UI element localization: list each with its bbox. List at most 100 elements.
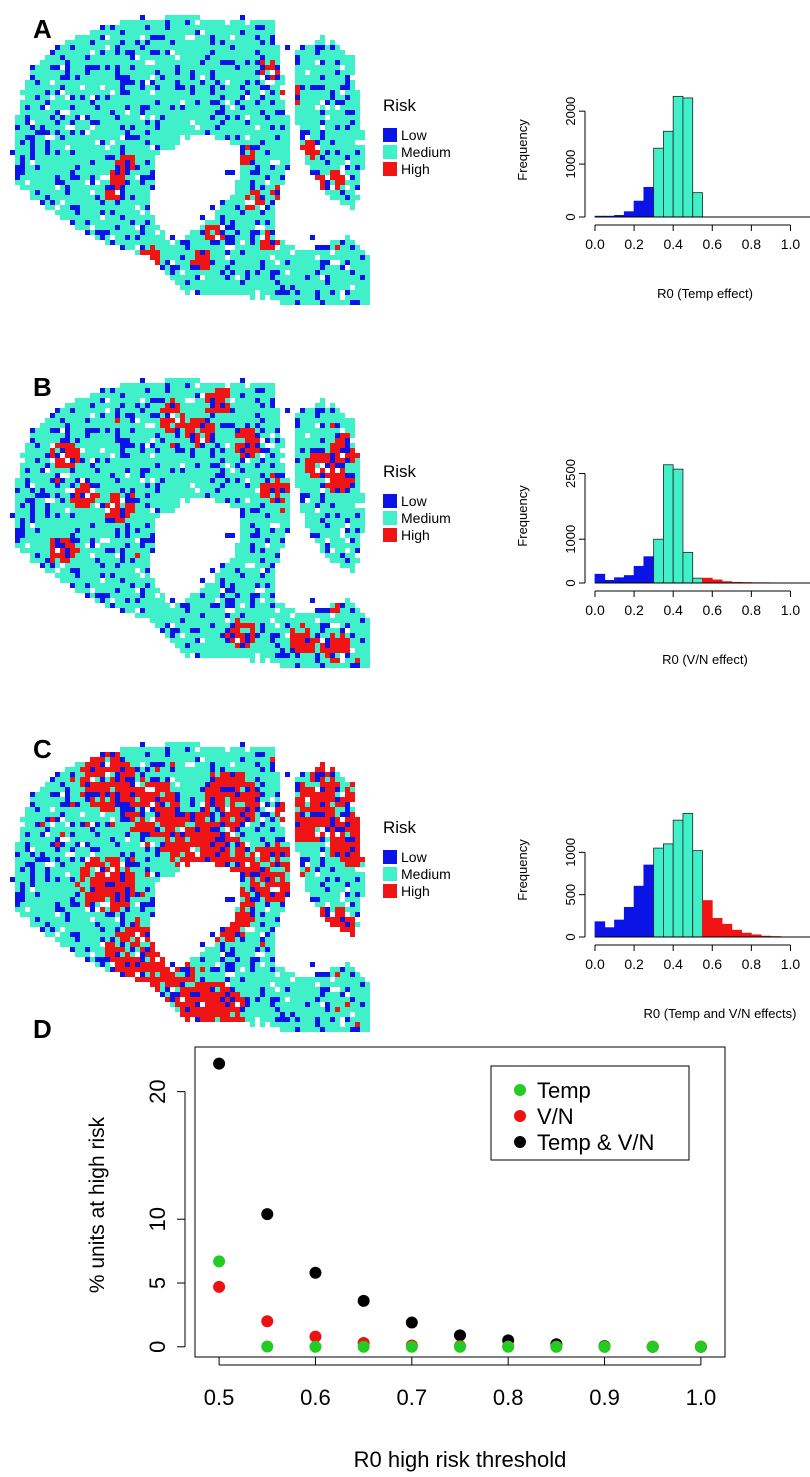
histogram-bar [594,573,606,584]
y-tick-label: 1000 [563,150,578,179]
data-point [261,1315,274,1328]
histogram-bar [623,211,635,218]
x-axis-label: R0 high risk threshold [354,1447,567,1472]
legend-item-high: High [383,526,451,543]
x-tick-label: 0.6 [703,956,723,972]
x-tick-label: 0.8 [742,602,762,618]
panel-label-a: A [33,14,52,44]
histogram-bar [604,927,615,938]
histogram-a: 0.0 0.2 0.4 0.6 0.8 1.0 0 1000 2000 Frequency R0 (… [515,95,810,301]
x-tick-label: 0.0 [585,956,605,972]
legend-item-medium: Medium [383,509,451,526]
legend-label-low: Low [401,492,427,509]
data-point [598,1340,611,1353]
histogram-bar [623,575,635,584]
y-axis-label: Frequency [515,119,530,181]
legend-item-high: High [383,882,451,899]
x-tick-label: 1.0 [781,602,801,618]
legend-label: Temp [537,1078,591,1103]
histogram-bar [653,847,664,938]
histogram-bar [614,919,625,938]
y-tick-label: 2500 [563,459,578,488]
data-point [309,1340,322,1353]
map-low-risk-cells [10,15,365,305]
legend-title: Risk [383,96,417,115]
legend-item-low: Low [383,848,451,865]
risk-map-c [10,742,370,1032]
data-point [694,1340,707,1353]
histogram-bar [741,932,752,938]
histogram-b: 0.0 0.2 0.4 0.6 0.8 1.0 0 1000 2500 Frequency R0 (… [515,459,810,667]
legend-swatch-medium [383,866,397,881]
legend-swatch-low [383,127,397,142]
legend-marker [514,1084,526,1096]
legend-label-high: High [401,526,430,543]
histogram-bar [672,95,684,218]
x-tick-label: 0.0 [585,602,605,618]
x-tick-label: 1.0 [781,236,801,252]
legend-swatch-high [383,883,397,898]
histogram-bar [721,923,733,938]
data-point [646,1340,659,1353]
y-tick-label: 500 [563,884,578,906]
histogram-bar [594,921,606,938]
map-medium-risk-cells [15,15,370,305]
map-high-risk-cells [50,388,360,663]
legend-label-high: High [401,882,430,899]
legend-label: Temp & V/N [537,1130,654,1155]
legend-label-low: Low [401,126,427,143]
x-tick-label: 0.7 [397,1385,428,1410]
x-tick-label: 1.0 [781,956,801,972]
panel-label-b: B [33,372,52,402]
scatter-plot-d: 0.5 0.6 0.7 0.8 0.9 1.0 0 5 10 20 % units at high … [86,1046,726,1472]
histogram-bar [633,885,645,938]
legend-swatch-high [383,527,397,542]
y-tick-label: 0 [145,1341,170,1353]
y-tick-label: 0 [563,933,578,940]
histogram-bar [692,192,703,218]
legend-item-low: Low [383,492,451,509]
x-tick-label: 1.0 [686,1385,717,1410]
data-point [261,1340,274,1353]
data-point [454,1329,466,1342]
x-tick-label: 0.8 [493,1385,524,1410]
legend-swatch-high [383,161,397,176]
legend-label-medium: Medium [401,143,451,160]
histogram-bar [663,843,674,938]
legend-item-medium: Medium [383,143,451,160]
x-tick-label: 0.0 [585,236,605,252]
y-tick-label: 0 [563,213,578,220]
histogram-bar [672,468,684,584]
legend-item-high: High [383,160,451,177]
histogram-bar [682,812,694,938]
histogram-bar [682,551,694,584]
x-tick-label: 0.6 [703,236,723,252]
legend-label-medium: Medium [401,509,451,526]
legend-swatch-medium [383,144,397,159]
x-tick-label: 0.5 [204,1385,235,1410]
legend-label: V/N [537,1104,574,1129]
y-tick-label: 2000 [563,97,578,126]
histogram-bar [653,147,664,218]
y-axis-label: % units at high risk [86,1116,109,1293]
legend-marker [514,1136,526,1148]
panel-label-d: D [33,1014,52,1044]
risk-map-b [10,378,370,668]
legend-title: Risk [383,818,417,837]
map-medium-risk-cells [15,742,370,1032]
histogram-bar [633,565,645,584]
map-low-risk-cells [10,742,365,1032]
histogram-bar [702,900,713,938]
data-point [213,1280,226,1293]
legend-label-low: Low [401,848,427,865]
histogram-bar [643,556,655,584]
y-tick-label: 20 [145,1079,170,1103]
histogram-bar [731,929,742,938]
risk-map-a [10,15,370,305]
data-point [454,1340,466,1353]
legend-label-high: High [401,160,430,177]
data-point [502,1340,515,1353]
histogram-bar [643,864,655,938]
y-tick-label: 1000 [563,838,578,867]
histogram-bar [663,130,674,218]
